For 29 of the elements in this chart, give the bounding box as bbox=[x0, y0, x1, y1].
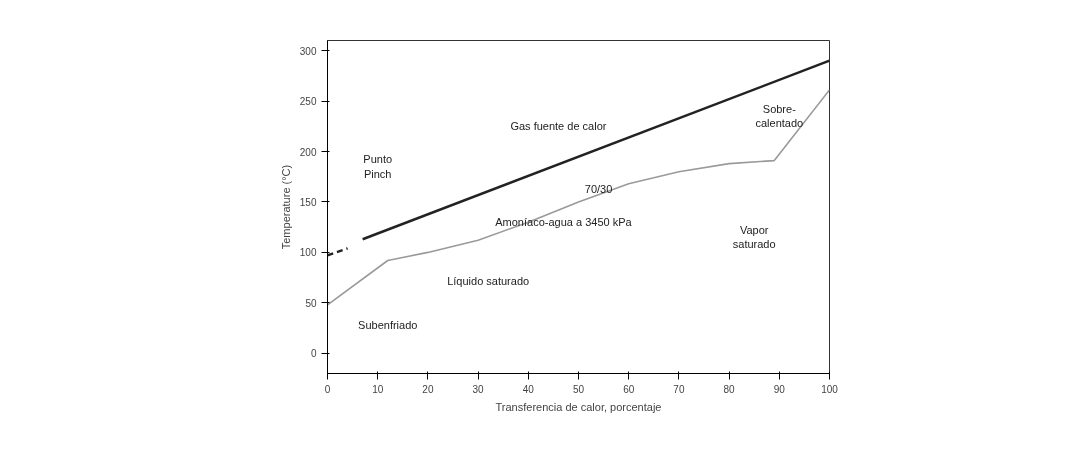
annotation: 70/30 bbox=[584, 182, 613, 195]
x-tick-label: 10 bbox=[372, 383, 384, 395]
y-tick-label: 50 bbox=[305, 297, 317, 309]
y-tick-label: 250 bbox=[299, 96, 317, 108]
y-tick-label: 200 bbox=[299, 146, 317, 158]
x-tick-label: 30 bbox=[472, 383, 485, 395]
line-series bbox=[327, 89, 830, 306]
annotation: Gas fuente de calor bbox=[510, 120, 607, 133]
x-tick-label: 20 bbox=[422, 383, 434, 395]
y-tick-label: 300 bbox=[299, 45, 317, 57]
y-axis-title: Temperature (°C) bbox=[279, 164, 292, 250]
x-tick-label: 50 bbox=[572, 383, 585, 395]
annotation: Sobre- calentado bbox=[755, 102, 804, 130]
x-tick-label: 70 bbox=[673, 383, 685, 395]
x-tick-label: 0 bbox=[324, 383, 331, 395]
x-tick-label: 80 bbox=[723, 383, 736, 395]
x-tick-label: 90 bbox=[773, 383, 786, 395]
x-tick-label: 100 bbox=[821, 383, 839, 395]
x-axis-title: Transferencia de calor, porcentaje bbox=[495, 400, 662, 413]
y-tick-label: 0 bbox=[310, 348, 317, 360]
annotation: Punto Pinch bbox=[363, 153, 393, 180]
annotation: Líquido saturado bbox=[447, 274, 530, 287]
x-tick-label: 40 bbox=[522, 383, 535, 395]
y-tick-label: 150 bbox=[299, 196, 317, 208]
annotation: Amoníaco-agua a 3450 kPa bbox=[495, 216, 633, 229]
annotation: Subenfriado bbox=[358, 319, 418, 332]
x-tick-label: 60 bbox=[623, 383, 635, 395]
annotation: Vapor saturado bbox=[732, 224, 776, 251]
y-tick-label: 100 bbox=[299, 247, 317, 259]
